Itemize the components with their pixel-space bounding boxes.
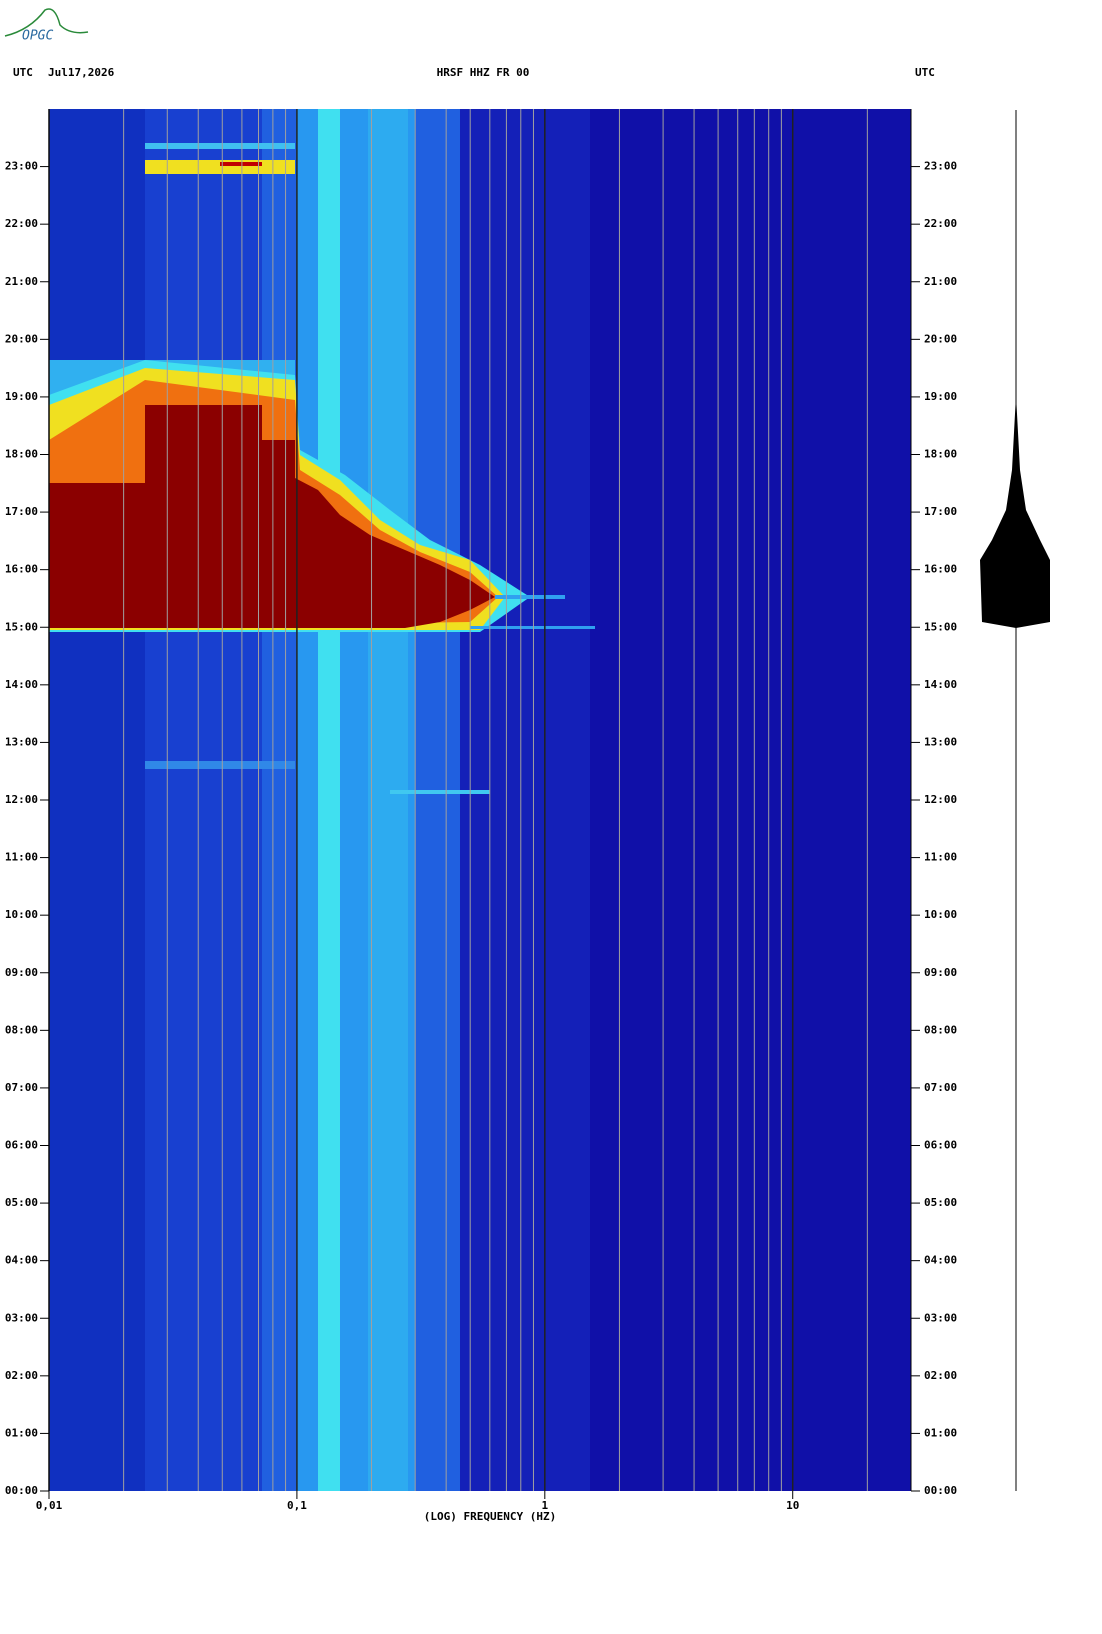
y-tick-label: 14:00 — [924, 678, 957, 691]
y-tick-label: 07:00 — [5, 1081, 38, 1094]
y-tick-label: 10:00 — [5, 908, 38, 921]
y-tick-label: 23:00 — [924, 160, 957, 173]
y-tick-label: 04:00 — [924, 1254, 957, 1267]
y-tick-label: 22:00 — [5, 217, 38, 230]
y-tick-label: 03:00 — [924, 1311, 957, 1324]
y-tick-label: 15:00 — [5, 620, 38, 633]
y-tick-label: 06:00 — [924, 1139, 957, 1152]
y-tick-label: 16:00 — [924, 563, 957, 576]
spectrogram-layer — [49, 405, 495, 628]
chart-title: HRSF HHZ FR 00 — [437, 66, 530, 79]
y-tick-label: 08:00 — [5, 1023, 38, 1036]
y-tick-label: 06:00 — [5, 1139, 38, 1152]
y-tick-label: 19:00 — [5, 390, 38, 403]
axes: 0,01 0,1 1 10 00:00 00:00 01:00 01:00 02:00 02:00… — [5, 109, 957, 1512]
spectrogram-layer — [145, 143, 295, 149]
spectrogram-layer — [460, 109, 590, 1491]
date: Jul17,2026 — [48, 66, 115, 79]
y-tick-label: 01:00 — [5, 1426, 38, 1439]
y-tick-label: 12:00 — [5, 793, 38, 806]
spectrogram-layer — [318, 109, 340, 1491]
y-tick-label: 18:00 — [5, 448, 38, 461]
y-tick-label: 13:00 — [5, 735, 38, 748]
spectrogram-layer — [470, 626, 595, 629]
y-tick-label: 12:00 — [924, 793, 957, 806]
seismogram — [980, 110, 1050, 1491]
y-tick-label: 20:00 — [924, 332, 957, 345]
header-left: UTC — [13, 66, 33, 79]
x-tick-label: 0,1 — [287, 1499, 307, 1512]
y-tick-label: 17:00 — [924, 505, 957, 518]
y-tick-label: 19:00 — [924, 390, 957, 403]
y-tick-label: 01:00 — [924, 1426, 957, 1439]
x-tick-label: 0,01 — [36, 1499, 63, 1512]
spectrogram-layer — [220, 162, 262, 166]
x-axis-label: (LOG) FREQUENCY (HZ) — [424, 1510, 556, 1523]
spectrogram-layer — [390, 790, 490, 794]
logo-text: OPGC — [22, 29, 53, 44]
y-tick-label: 14:00 — [5, 678, 38, 691]
y-tick-label: 11:00 — [5, 851, 38, 864]
x-tick-label: 1 — [541, 1499, 548, 1512]
y-tick-label: 09:00 — [5, 966, 38, 979]
y-tick-label: 21:00 — [924, 275, 957, 288]
header-right: UTC — [915, 66, 935, 79]
y-tick-label: 05:00 — [5, 1196, 38, 1209]
y-tick-label: 10:00 — [924, 908, 957, 921]
y-tick-label: 21:00 — [5, 275, 38, 288]
y-tick-label: 20:00 — [5, 332, 38, 345]
y-tick-label: 04:00 — [5, 1254, 38, 1267]
spectrogram-layer — [145, 761, 295, 769]
x-tick-label: 10 — [786, 1499, 799, 1512]
spectrogram-layer — [495, 595, 565, 599]
y-tick-label: 16:00 — [5, 563, 38, 576]
y-tick-label: 07:00 — [924, 1081, 957, 1094]
y-tick-label: 02:00 — [5, 1369, 38, 1382]
y-tick-label: 02:00 — [924, 1369, 957, 1382]
y-tick-label: 18:00 — [924, 448, 957, 461]
y-tick-label: 00:00 — [924, 1484, 957, 1497]
y-tick-label: 13:00 — [924, 735, 957, 748]
y-tick-label: 22:00 — [924, 217, 957, 230]
y-tick-label: 11:00 — [924, 851, 957, 864]
y-tick-label: 17:00 — [5, 505, 38, 518]
y-tick-label: 03:00 — [5, 1311, 38, 1324]
y-tick-label: 05:00 — [924, 1196, 957, 1209]
spectrogram-layer — [145, 109, 262, 1491]
y-tick-label: 23:00 — [5, 160, 38, 173]
y-tick-label: 08:00 — [924, 1023, 957, 1036]
y-tick-label: 09:00 — [924, 966, 957, 979]
spectrogram-layer — [49, 109, 145, 1491]
trace-event — [980, 395, 1050, 628]
y-tick-label: 00:00 — [5, 1484, 38, 1497]
spectrogram — [49, 109, 911, 1491]
logo-mark — [4, 8, 89, 37]
spectrogram-layer — [368, 109, 408, 1491]
y-tick-label: 15:00 — [924, 620, 957, 633]
